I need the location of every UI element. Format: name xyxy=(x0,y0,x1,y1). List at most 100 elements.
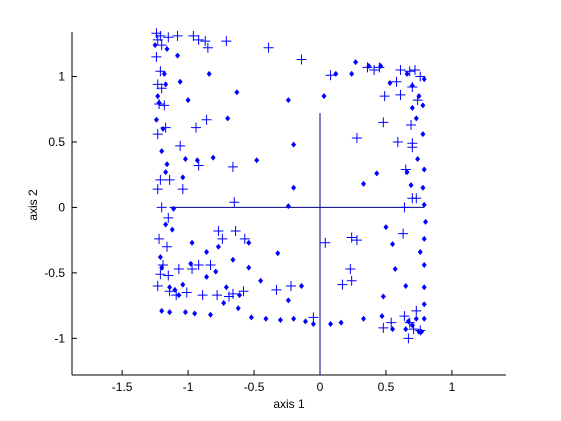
dot-marker xyxy=(230,256,236,263)
dot-marker xyxy=(403,282,409,289)
plus-marker xyxy=(337,279,348,290)
dot-marker xyxy=(415,155,421,162)
dot-marker xyxy=(404,70,410,77)
plus-marker xyxy=(346,232,357,243)
dot-marker xyxy=(188,260,194,267)
plus-marker xyxy=(308,312,319,323)
dot-marker xyxy=(421,235,427,242)
y-tick-label: 0.5 xyxy=(48,135,65,149)
dot-marker xyxy=(160,125,166,132)
dot-marker xyxy=(159,307,165,314)
dot-marker xyxy=(285,203,291,210)
dot-marker xyxy=(390,326,396,333)
dot-marker xyxy=(235,305,241,312)
plus-marker xyxy=(392,136,403,147)
plus-marker xyxy=(155,174,166,185)
y-tick-label: 1 xyxy=(58,70,65,84)
dot-marker xyxy=(408,182,414,189)
dot-marker xyxy=(413,115,419,122)
dot-marker xyxy=(180,174,186,181)
plus-marker xyxy=(404,66,415,77)
dot-marker xyxy=(361,315,367,322)
plus-marker xyxy=(151,51,162,62)
plus-marker xyxy=(296,54,307,65)
dot-marker xyxy=(379,313,385,320)
dot-marker xyxy=(421,315,427,322)
plus-marker xyxy=(193,260,204,271)
plus-marker xyxy=(163,270,174,281)
dot-marker xyxy=(161,70,167,77)
plus-marker xyxy=(173,263,184,274)
dot-marker xyxy=(328,320,334,327)
plus-marker xyxy=(411,193,422,204)
plus-marker xyxy=(152,280,163,291)
dot-marker xyxy=(421,166,427,173)
dot-marker xyxy=(153,116,159,123)
dot-marker xyxy=(182,309,188,316)
x-axis-label: axis 1 xyxy=(273,397,305,411)
plus-marker xyxy=(197,290,208,301)
y-axis-label: axis 2 xyxy=(26,189,40,221)
dot-marker xyxy=(302,318,308,325)
plus-marker xyxy=(411,305,422,316)
plus-marker xyxy=(213,225,224,236)
dot-marker xyxy=(409,322,415,329)
dot-marker xyxy=(405,318,411,325)
dot-marker xyxy=(204,273,210,280)
dot-marker xyxy=(353,59,359,66)
plus-marker xyxy=(378,322,389,333)
plus-marker xyxy=(399,202,410,213)
plus-marker xyxy=(407,142,418,153)
dot-marker xyxy=(189,239,195,246)
dot-marker xyxy=(225,115,231,122)
dot-marker xyxy=(163,81,169,88)
dot-marker xyxy=(390,241,396,248)
plus-marker xyxy=(159,100,170,111)
dot-marker xyxy=(285,97,291,104)
dot-marker xyxy=(206,70,212,77)
dot-marker xyxy=(210,154,216,161)
dot-marker xyxy=(291,184,297,191)
plus-marker xyxy=(379,91,390,102)
plus-marker xyxy=(191,122,201,133)
dot-marker xyxy=(421,284,427,291)
dot-marker xyxy=(152,42,158,49)
dot-marker xyxy=(275,250,281,257)
dot-marker xyxy=(403,326,409,333)
plus-marker xyxy=(151,28,162,39)
plus-marker xyxy=(285,280,296,291)
dot-marker xyxy=(378,63,384,70)
plus-marker xyxy=(406,119,417,130)
dot-marker xyxy=(237,292,243,299)
x-tick-label: -1.5 xyxy=(112,380,133,394)
x-tick-label: -1 xyxy=(183,380,194,394)
dot-marker xyxy=(413,315,419,322)
dot-marker xyxy=(176,292,182,299)
dot-marker xyxy=(409,104,415,111)
plus-marker xyxy=(177,184,188,195)
plus-marker xyxy=(409,64,420,75)
plus-marker xyxy=(155,269,166,280)
dot-marker xyxy=(409,82,415,89)
plus-marker xyxy=(345,263,356,274)
plus-marker xyxy=(271,284,282,295)
plus-marker xyxy=(152,34,163,45)
plus-marker xyxy=(156,40,167,51)
dot-marker xyxy=(171,205,177,212)
y-tick-label: -1 xyxy=(54,331,65,345)
dot-marker xyxy=(215,243,221,250)
dot-marker xyxy=(155,93,161,100)
dot-marker xyxy=(163,221,169,228)
plus-marker xyxy=(202,42,213,53)
dot-marker xyxy=(156,99,162,106)
plus-marker xyxy=(200,36,211,47)
dot-marker xyxy=(387,80,393,87)
plus-marker xyxy=(163,32,174,43)
dot-marker xyxy=(221,299,227,306)
dot-marker xyxy=(291,315,297,322)
x-tick-label: 0 xyxy=(317,380,324,394)
plus-marker xyxy=(325,70,336,81)
dot-marker xyxy=(349,70,355,77)
dot-marker xyxy=(167,309,173,316)
